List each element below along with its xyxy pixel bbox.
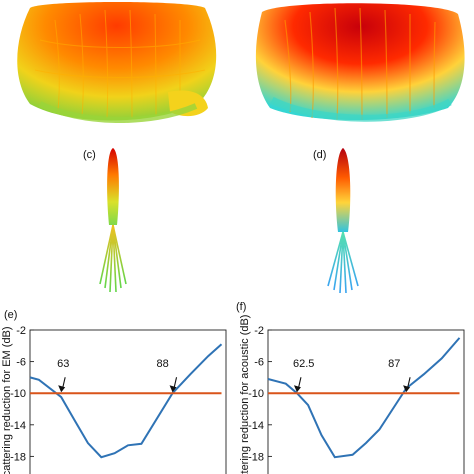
series-line bbox=[29, 343, 223, 459]
axes-frame bbox=[267, 329, 465, 474]
y-tick-label: -6 bbox=[16, 357, 26, 369]
pattern-b-3d bbox=[255, 3, 465, 122]
series-line bbox=[267, 337, 461, 459]
arrow-head bbox=[293, 385, 301, 393]
panel-label-e: (e) bbox=[4, 309, 17, 321]
y-axis-label: Scattering reduction for acoustic (dB) bbox=[239, 315, 251, 474]
panel-label-c: (c) bbox=[83, 149, 96, 161]
annotation-label: 87 bbox=[388, 358, 400, 370]
pattern-d-lobe bbox=[327, 148, 359, 294]
arrow-head bbox=[169, 385, 177, 393]
pattern-c-lobe bbox=[99, 148, 127, 293]
y-tick-label: -10 bbox=[10, 388, 26, 400]
annotation-label: 62.5 bbox=[293, 358, 314, 370]
y-tick-label: -18 bbox=[10, 451, 26, 463]
y-tick-label: -6 bbox=[254, 357, 264, 369]
y-tick-label: -18 bbox=[248, 451, 264, 463]
y-tick-label: -14 bbox=[248, 420, 264, 432]
y-tick-label: -14 bbox=[10, 420, 26, 432]
pattern-a-3d bbox=[17, 2, 217, 124]
y-tick-label: -2 bbox=[254, 325, 264, 337]
y-axis-label: Scattering reduction for EM (dB) bbox=[1, 326, 13, 474]
chart-em: -2-6-10-14-18-22Scattering reduction for… bbox=[1, 325, 227, 474]
panel-label-d: (d) bbox=[313, 149, 326, 161]
axes-frame bbox=[29, 329, 227, 474]
y-tick-label: -2 bbox=[16, 325, 26, 337]
y-tick-label: -10 bbox=[248, 388, 264, 400]
chart-acoustic: -2-6-10-14-18-22Scattering reduction for… bbox=[239, 315, 465, 474]
annotation-label: 88 bbox=[157, 358, 169, 370]
arrow-head bbox=[58, 385, 66, 393]
arrow-head bbox=[403, 385, 411, 393]
panel-label-f: (f) bbox=[236, 301, 246, 313]
annotation-label: 63 bbox=[57, 358, 69, 370]
